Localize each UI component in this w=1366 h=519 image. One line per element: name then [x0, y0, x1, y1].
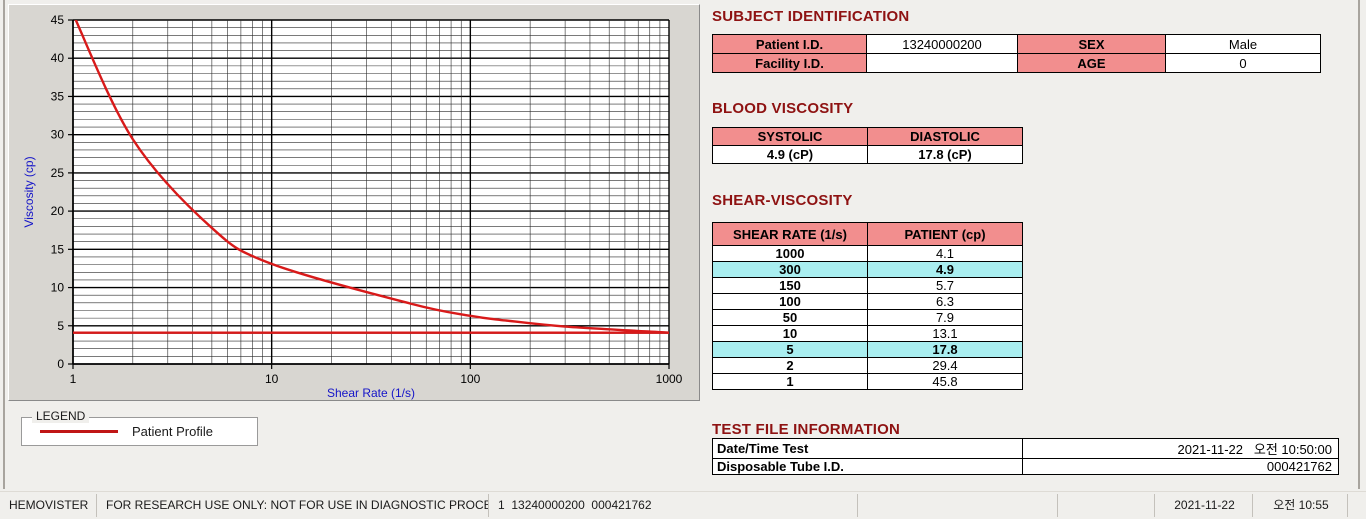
patient-value-cell: 4.1	[867, 245, 1023, 262]
age-label: AGE	[1017, 53, 1166, 73]
facility-id-value	[866, 53, 1018, 73]
table-row: Date/Time Test 2021-11-22 오전 10:50:00	[712, 438, 1339, 459]
table-row: 2 29.4	[712, 357, 1023, 374]
svg-text:10: 10	[51, 281, 65, 295]
patient-value-cell: 6.3	[867, 293, 1023, 310]
svg-text:5: 5	[57, 319, 64, 333]
shear-rate-cell: 1000	[712, 245, 868, 262]
table-row: 50 7.9	[712, 309, 1023, 326]
svg-text:0: 0	[57, 357, 64, 371]
patient-value-cell: 13.1	[867, 325, 1023, 342]
sex-value: Male	[1165, 34, 1321, 54]
subject-identification-title: SUBJECT IDENTIFICATION	[712, 8, 910, 25]
shear-rate-cell: 10	[712, 325, 868, 342]
age-value: 0	[1165, 53, 1321, 73]
blood-viscosity-title: BLOOD VISCOSITY	[712, 100, 854, 117]
svg-text:25: 25	[51, 166, 65, 180]
statusbar-app-name: HEMOVISTER	[3, 494, 97, 517]
statusbar-research-notice: FOR RESEARCH USE ONLY: NOT FOR USE IN DI…	[100, 494, 489, 517]
table-row: 10 13.1	[712, 325, 1023, 342]
svg-text:30: 30	[51, 128, 65, 142]
shear-rate-header: SHEAR RATE (1/s)	[712, 222, 868, 246]
statusbar-time: 오전 10:55	[1255, 494, 1348, 517]
svg-text:35: 35	[51, 89, 65, 103]
table-row: Facility I.D. AGE 0	[712, 53, 1321, 73]
patient-value-cell: 17.8	[867, 341, 1023, 358]
shear-rate-cell: 5	[712, 341, 868, 358]
diastolic-header: DIASTOLIC	[867, 127, 1023, 146]
svg-text:Viscosity (cp): Viscosity (cp)	[22, 156, 36, 227]
patient-value-cell: 7.9	[867, 309, 1023, 326]
svg-text:1000: 1000	[656, 372, 683, 386]
date-time-test-value: 2021-11-22 오전 10:50:00	[1022, 438, 1339, 459]
shear-viscosity-chart: 0 5 10 15 20 25 30 35 40 45 1 10 100 1000 Shear Rate (…	[22, 13, 683, 400]
facility-id-label: Facility I.D.	[712, 53, 867, 73]
test-file-information-title: TEST FILE INFORMATION	[712, 421, 901, 438]
svg-text:1: 1	[70, 372, 77, 386]
shear-viscosity-title: SHEAR-VISCOSITY	[712, 192, 853, 209]
statusbar-empty-panel	[861, 494, 1058, 517]
table-row-highlighted: 300 4.9	[712, 261, 1023, 278]
shear-viscosity-table: SHEAR RATE (1/s) PATIENT (cp) 1000 4.1 3…	[712, 222, 1023, 390]
table-row: SYSTOLIC DIASTOLIC	[712, 127, 1023, 146]
diastolic-value: 17.8 (cP)	[867, 145, 1023, 164]
svg-text:100: 100	[460, 372, 480, 386]
svg-text:Shear Rate (1/s): Shear Rate (1/s)	[327, 386, 415, 400]
shear-rate-cell: 1	[712, 373, 868, 390]
window-left-edge	[3, 0, 5, 489]
viscosity-chart-panel: 0 5 10 15 20 25 30 35 40 45 1 10 100 1000 Shear Rate (…	[8, 4, 700, 401]
table-row: Disposable Tube I.D. 000421762	[712, 458, 1339, 475]
shear-rate-cell: 150	[712, 277, 868, 294]
shear-rate-cell: 50	[712, 309, 868, 326]
status-bar: HEMOVISTER FOR RESEARCH USE ONLY: NOT FO…	[0, 491, 1366, 519]
disposable-tube-id-label: Disposable Tube I.D.	[712, 458, 1023, 475]
table-row: 4.9 (cP) 17.8 (cP)	[712, 145, 1023, 164]
disposable-tube-id-value: 000421762	[1022, 458, 1339, 475]
statusbar-date: 2021-11-22	[1157, 494, 1253, 517]
table-row: SHEAR RATE (1/s) PATIENT (cp)	[712, 222, 1023, 246]
date-time-test-label: Date/Time Test	[712, 438, 1023, 459]
systolic-header: SYSTOLIC	[712, 127, 868, 146]
patient-value-cell: 45.8	[867, 373, 1023, 390]
table-row: 1000 4.1	[712, 245, 1023, 262]
table-row-highlighted: 5 17.8	[712, 341, 1023, 358]
shear-rate-cell: 2	[712, 357, 868, 374]
window-right-edge	[1358, 0, 1360, 489]
table-row: 1 45.8	[712, 373, 1023, 390]
patient-cp-header: PATIENT (cp)	[867, 222, 1023, 246]
svg-text:15: 15	[51, 242, 65, 256]
shear-rate-cell: 100	[712, 293, 868, 310]
statusbar-empty-panel	[1060, 494, 1155, 517]
svg-text:45: 45	[51, 13, 65, 27]
patient-value-cell: 5.7	[867, 277, 1023, 294]
legend-entry-label: Patient Profile	[132, 424, 213, 439]
svg-text:20: 20	[51, 204, 65, 218]
legend-line-swatch	[40, 430, 118, 433]
svg-text:10: 10	[265, 372, 279, 386]
table-row: Patient I.D. 13240000200 SEX Male	[712, 34, 1321, 54]
statusbar-record-id: 1 13240000200 000421762	[492, 494, 858, 517]
shear-rate-cell: 300	[712, 261, 868, 278]
patient-id-label: Patient I.D.	[712, 34, 867, 54]
systolic-value: 4.9 (cP)	[712, 145, 868, 164]
blood-viscosity-table: SYSTOLIC DIASTOLIC 4.9 (cP) 17.8 (cP)	[712, 127, 1023, 164]
patient-value-cell: 4.9	[867, 261, 1023, 278]
svg-text:40: 40	[51, 51, 65, 65]
sex-label: SEX	[1017, 34, 1166, 54]
table-row: 100 6.3	[712, 293, 1023, 310]
patient-value-cell: 29.4	[867, 357, 1023, 374]
test-file-information-table: Date/Time Test 2021-11-22 오전 10:50:00 Di…	[712, 438, 1339, 475]
patient-id-value: 13240000200	[866, 34, 1018, 54]
table-row: 150 5.7	[712, 277, 1023, 294]
legend-caption: LEGEND	[32, 409, 90, 423]
subject-identification-table: Patient I.D. 13240000200 SEX Male Facili…	[712, 34, 1321, 73]
